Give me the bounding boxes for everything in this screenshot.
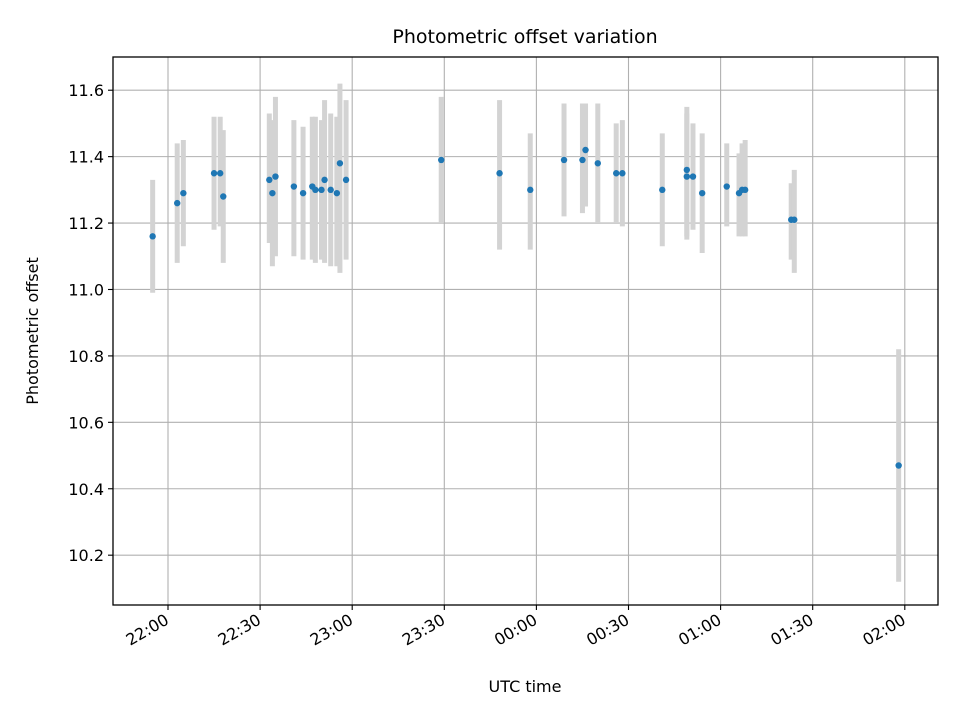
data-point bbox=[299, 189, 307, 197]
data-point bbox=[723, 183, 730, 190]
data-point bbox=[220, 193, 227, 200]
data-point bbox=[741, 186, 749, 194]
y-tick-label: 11.2 bbox=[68, 214, 104, 233]
y-tick-label: 11.0 bbox=[68, 280, 104, 299]
data-point bbox=[438, 156, 445, 164]
data-point bbox=[683, 173, 691, 180]
data-point bbox=[895, 462, 902, 469]
data-point bbox=[527, 186, 534, 194]
y-tick-label: 10.8 bbox=[68, 347, 104, 366]
x-tick-label: 23:30 bbox=[399, 610, 448, 650]
y-axis-title: Photometric offset bbox=[23, 257, 42, 405]
data-point bbox=[269, 189, 276, 197]
chart-title: Photometric offset variation bbox=[392, 26, 657, 48]
x-tick-label: 00:30 bbox=[583, 610, 632, 650]
data-point bbox=[272, 173, 279, 180]
data-point bbox=[560, 156, 568, 164]
data-point bbox=[683, 166, 691, 174]
data-point bbox=[210, 170, 218, 177]
error-bars bbox=[150, 83, 902, 582]
data-point bbox=[290, 183, 298, 190]
y-tick-label: 11.4 bbox=[68, 148, 104, 167]
data-point bbox=[174, 199, 181, 207]
data-point bbox=[594, 160, 601, 167]
data-point bbox=[579, 156, 586, 164]
data-point bbox=[312, 186, 319, 194]
data-point bbox=[321, 176, 328, 184]
data-point bbox=[689, 173, 697, 180]
data-point bbox=[327, 186, 334, 194]
data-point bbox=[180, 189, 187, 197]
data-point bbox=[619, 170, 626, 177]
x-tick-label: 01:30 bbox=[767, 610, 816, 650]
data-point bbox=[333, 189, 341, 197]
y-axis: 10.2 10.4 10.6 10.8 11.0 11.2 11.4 11.6 bbox=[68, 81, 113, 565]
x-tick-label: 01:00 bbox=[675, 610, 724, 650]
data-point bbox=[266, 176, 273, 184]
x-tick-label: 23:00 bbox=[307, 610, 356, 650]
y-tick-label: 11.6 bbox=[68, 81, 104, 100]
data-point bbox=[582, 146, 589, 154]
data-point bbox=[496, 170, 503, 177]
data-point bbox=[342, 176, 350, 184]
y-tick-label: 10.4 bbox=[68, 480, 104, 499]
data-point bbox=[149, 233, 156, 240]
data-point bbox=[698, 189, 706, 197]
data-point bbox=[613, 170, 620, 177]
x-tick-label: 22:30 bbox=[215, 610, 264, 650]
x-tick-label: 02:00 bbox=[859, 610, 908, 650]
x-axis: 22:00 22:30 23:00 23:30 00:00 00:30 01:00 01:30… bbox=[123, 605, 909, 650]
data-point bbox=[791, 216, 798, 223]
x-axis-title: UTC time bbox=[489, 677, 562, 696]
grid bbox=[113, 57, 938, 605]
data-points bbox=[149, 146, 902, 469]
data-point bbox=[336, 160, 344, 167]
data-point bbox=[659, 186, 666, 194]
y-tick-label: 10.2 bbox=[68, 546, 104, 565]
plot-frame bbox=[112, 56, 939, 606]
data-point bbox=[216, 170, 224, 177]
data-point bbox=[318, 186, 325, 194]
x-tick-label: 00:00 bbox=[491, 610, 540, 650]
x-tick-label: 22:00 bbox=[123, 610, 172, 650]
y-tick-label: 10.6 bbox=[68, 413, 104, 432]
